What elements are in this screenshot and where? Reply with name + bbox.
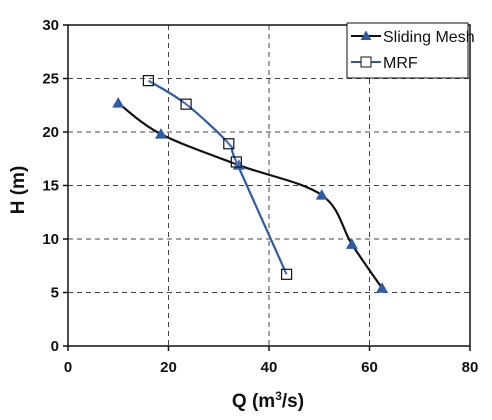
x-tick-label: 60 — [361, 359, 378, 376]
x-axis-title: Q (m3/s) — [232, 389, 304, 412]
series-markers — [112, 75, 389, 293]
x-axis-title-main: Q (m — [232, 391, 275, 412]
triangle-marker-icon — [360, 30, 372, 40]
x-tick-label: 20 — [160, 359, 177, 376]
legend-item-mrf: MRF — [351, 55, 418, 72]
x-axis-title-superscript: 3 — [275, 389, 282, 403]
y-tick-label: 25 — [42, 71, 59, 88]
y-tick-label: 20 — [42, 124, 59, 141]
y-tick-label: 5 — [51, 285, 59, 302]
data-point-mrf — [180, 98, 192, 110]
series-lines — [117, 79, 383, 289]
x-tick-label: 80 — [462, 359, 479, 376]
data-point-mrf — [280, 268, 293, 280]
x-axis-title-tail: /s) — [282, 391, 304, 412]
y-axis-title: H (m) — [8, 166, 29, 215]
y-tick-label: 30 — [42, 17, 59, 34]
y-tick-label: 15 — [42, 178, 59, 195]
data-point-mrf — [142, 75, 154, 87]
series-line-sliding-mesh — [117, 102, 383, 289]
legend-label-mrf: MRF — [383, 55, 418, 72]
data-point-sliding-mesh — [376, 282, 389, 293]
legend-box — [346, 22, 469, 79]
data-point-sliding-mesh — [315, 189, 328, 200]
data-point-mrf — [230, 156, 242, 168]
series-line-mrf — [147, 79, 288, 275]
legend-item-sliding-mesh: Sliding Mesh — [351, 29, 475, 46]
legend-label-sliding-mesh: Sliding Mesh — [383, 29, 475, 46]
data-point-sliding-mesh — [112, 97, 125, 108]
y-tick-label: 0 — [51, 338, 59, 355]
data-point-sliding-mesh — [345, 238, 358, 249]
data-point-mrf — [223, 138, 235, 150]
grid-lines — [68, 25, 470, 346]
square-marker-icon — [360, 56, 372, 68]
tick-labels: 0 20 40 60 80 0 5 10 15 20 25 30 — [42, 17, 478, 376]
y-tick-label: 10 — [42, 231, 59, 248]
data-point-sliding-mesh — [154, 128, 167, 139]
legend: Sliding Mesh MRF — [346, 22, 475, 79]
x-tick-label: 40 — [261, 359, 278, 376]
x-tick-label: 0 — [64, 359, 72, 376]
